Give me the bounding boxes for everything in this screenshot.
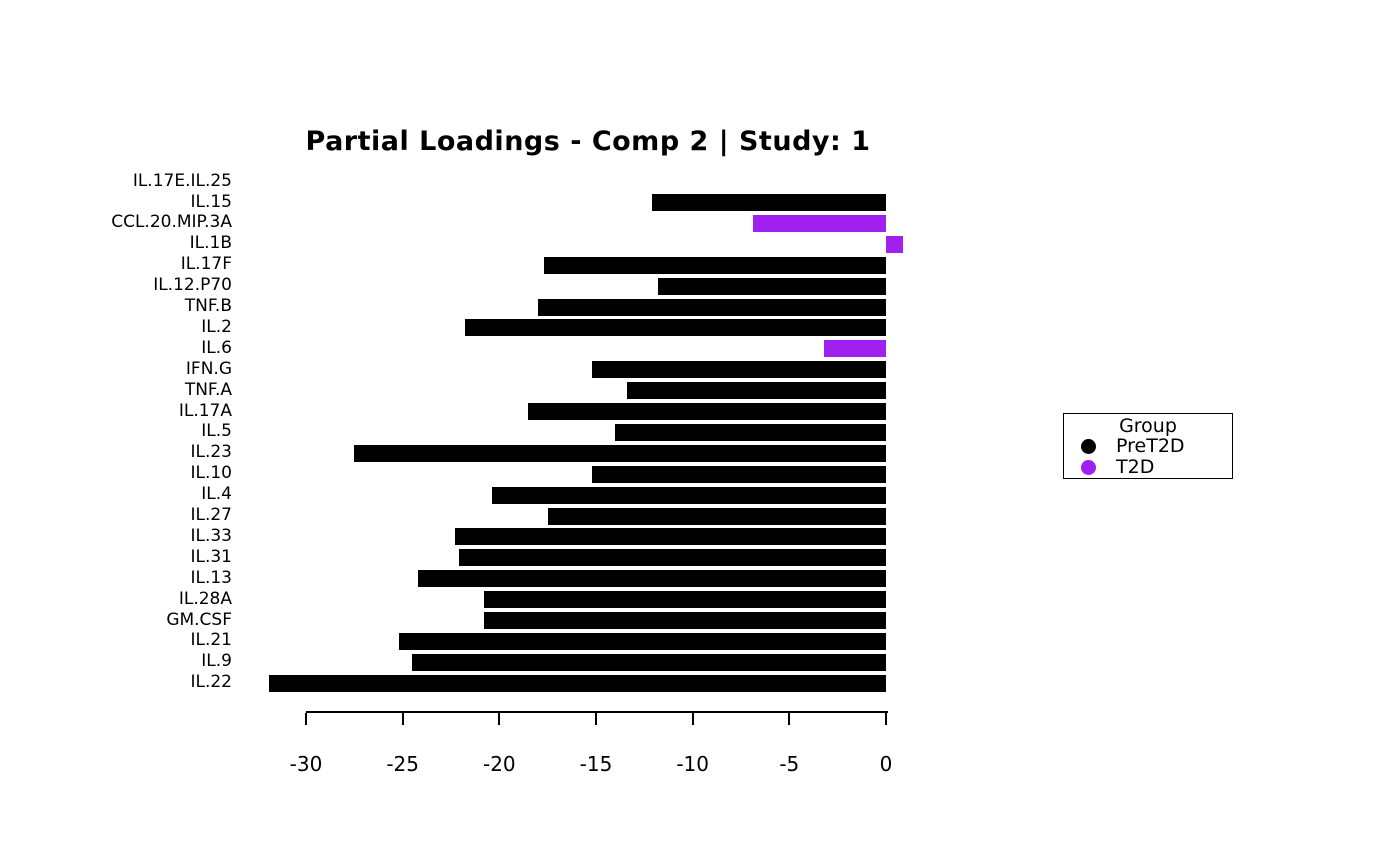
x-axis-line	[306, 711, 888, 713]
bar-IL.10	[592, 465, 886, 483]
pret2d-swatch-icon	[1081, 439, 1096, 454]
category-label-IL.17F: IL.17F	[180, 254, 232, 275]
category-label-TNF.A: TNF.A	[184, 379, 232, 400]
category-label-IL.4: IL.4	[201, 484, 232, 505]
category-label-IL.17E.IL.25: IL.17E.IL.25	[132, 170, 232, 191]
x-tick-label-0: 0	[879, 752, 893, 776]
category-label-IL.13: IL.13	[190, 567, 232, 588]
category-label-IL.28A: IL.28A	[178, 588, 232, 609]
bar-IFN.G	[592, 361, 886, 379]
bar-IL.17A	[528, 403, 886, 420]
bar-IL.13	[418, 570, 886, 588]
category-label-IL.22: IL.22	[190, 672, 232, 693]
x-tick-label--10: -10	[676, 752, 709, 776]
category-label-IL.17A: IL.17A	[178, 400, 232, 421]
bar-IL.17F	[543, 256, 886, 274]
legend-entry-label: PreT2D	[1116, 435, 1185, 457]
bar-IL.15	[652, 194, 886, 211]
bar-IL.2	[464, 319, 886, 337]
t2d-swatch-icon	[1081, 460, 1096, 475]
category-label-TNF.B: TNF.B	[184, 296, 232, 316]
x-tick--25	[401, 713, 404, 725]
bar-TNF.A	[626, 382, 886, 400]
category-label-IL.6: IL.6	[201, 337, 232, 358]
category-label-IL.2: IL.2	[201, 316, 232, 337]
bar-TNF.B	[538, 298, 886, 316]
legend-entry-label: T2D	[1116, 456, 1155, 478]
x-tick--10	[691, 713, 694, 725]
category-label-IFN.G: IFN.G	[185, 358, 232, 379]
chart-title: Partial Loadings - Comp 2 | Study: 1	[305, 126, 871, 157]
x-tick--5	[788, 713, 791, 725]
bar-IL.4	[491, 486, 886, 504]
bar-IL.23	[354, 444, 886, 462]
x-tick-label--15: -15	[579, 752, 613, 776]
category-label-IL.5: IL.5	[201, 421, 232, 442]
bar-IL.6	[824, 340, 886, 358]
bar-IL.1B	[886, 235, 904, 253]
legend: Group PreT2D T2D	[1063, 413, 1233, 479]
category-label-IL.31: IL.31	[190, 546, 232, 567]
category-label-IL.12.P70: IL.12.P70	[153, 275, 232, 296]
category-label-IL.23: IL.23	[190, 442, 232, 463]
category-label-GM.CSF: GM.CSF	[166, 609, 232, 630]
category-label-IL.27: IL.27	[190, 505, 232, 525]
category-label-CCL.20.MIP.3A: CCL.20.MIP.3A	[111, 212, 232, 233]
bar-IL.5	[615, 423, 886, 441]
x-tick-label--5: -5	[779, 752, 800, 776]
bar-IL.9	[412, 653, 886, 671]
category-label-IL.10: IL.10	[190, 463, 232, 484]
category-label-IL.21: IL.21	[190, 630, 232, 651]
x-tick-label--20: -20	[482, 752, 516, 776]
x-tick--15	[595, 713, 597, 725]
x-tick-0	[885, 713, 887, 725]
bar-IL.22	[269, 674, 886, 692]
bar-IL.31	[458, 549, 886, 567]
bar-IL.33	[454, 528, 886, 546]
bar-IL.28A	[483, 591, 886, 609]
bar-IL.12.P70	[657, 277, 886, 295]
x-tick-label--25: -25	[386, 752, 419, 776]
legend-title: Group	[1119, 415, 1177, 437]
bar-IL.21	[398, 632, 886, 650]
legend-entry-t2d: T2D	[1064, 457, 1232, 478]
legend-entry-pret2d: PreT2D	[1064, 436, 1232, 457]
bar-CCL.20.MIP.3A	[752, 214, 886, 232]
category-label-IL.1B: IL.1B	[189, 233, 232, 254]
category-label-IL.9: IL.9	[201, 651, 232, 672]
category-label-IL.33: IL.33	[190, 525, 232, 546]
bar-GM.CSF	[483, 612, 886, 629]
x-tick--20	[498, 713, 501, 725]
bar-IL.27	[547, 507, 886, 525]
x-tick-label--30: -30	[289, 752, 323, 776]
category-label-IL.15: IL.15	[190, 191, 232, 212]
x-tick--30	[305, 713, 307, 725]
